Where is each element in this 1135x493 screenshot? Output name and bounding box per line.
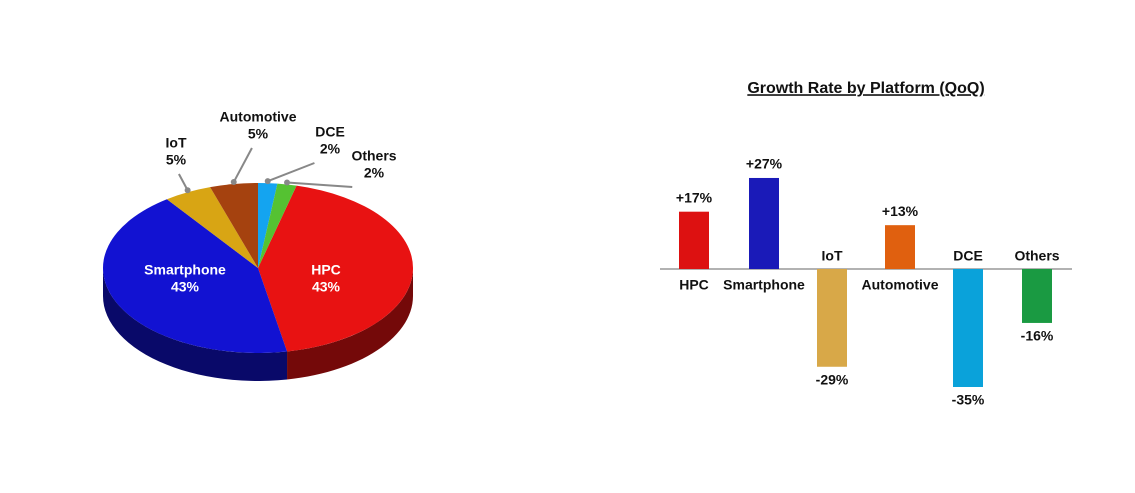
pie-slice bbox=[102, 199, 288, 353]
bar bbox=[1022, 269, 1052, 323]
slice-label: Others bbox=[351, 148, 396, 164]
slice-label: DCE bbox=[315, 124, 345, 140]
leader-line bbox=[286, 181, 353, 188]
category-label: DCE bbox=[953, 248, 983, 264]
category-label: IoT bbox=[822, 248, 843, 264]
bar bbox=[817, 269, 847, 367]
category-label: Smartphone bbox=[723, 277, 805, 293]
slice-value-label: 5% bbox=[166, 152, 187, 168]
bar-value-label: +27% bbox=[746, 156, 783, 172]
category-label: Others bbox=[1014, 248, 1059, 264]
leader-line bbox=[178, 173, 189, 191]
bar-value-label: -16% bbox=[1021, 328, 1054, 344]
pie-slice bbox=[210, 183, 258, 268]
slice-value-label: 2% bbox=[320, 141, 341, 157]
leader-line bbox=[232, 147, 253, 183]
bar-value-label: +17% bbox=[676, 189, 713, 205]
slice-label: HPC bbox=[311, 262, 341, 278]
pie-slice bbox=[166, 187, 258, 268]
bar-value-label: -29% bbox=[816, 371, 849, 387]
bar-value-label: -35% bbox=[952, 392, 985, 408]
slice-label: Smartphone bbox=[144, 262, 226, 278]
bar bbox=[679, 211, 709, 269]
slice-label: IoT bbox=[166, 135, 187, 151]
leader-dot bbox=[264, 178, 271, 185]
category-label: HPC bbox=[679, 277, 709, 293]
pie-slice bbox=[258, 185, 414, 352]
leader-dot bbox=[184, 187, 191, 194]
pie-side bbox=[103, 268, 288, 381]
leader-dot bbox=[284, 179, 291, 186]
bar bbox=[749, 177, 779, 269]
slice-value-label: 2% bbox=[364, 165, 385, 181]
leader-dot bbox=[230, 179, 237, 186]
slice-value-label: 43% bbox=[312, 279, 341, 295]
slice-value-label: 5% bbox=[248, 126, 269, 142]
bar bbox=[885, 225, 915, 269]
pie-side bbox=[287, 268, 413, 380]
leader-line bbox=[267, 162, 315, 183]
bar-chart-title: Growth Rate by Platform (QoQ) bbox=[747, 80, 984, 97]
pie-slice bbox=[258, 183, 278, 268]
category-label: Automotive bbox=[862, 277, 939, 293]
bar bbox=[953, 269, 983, 387]
bar-value-label: +13% bbox=[882, 203, 919, 219]
pie-slice bbox=[258, 183, 297, 268]
slice-value-label: 43% bbox=[171, 279, 200, 295]
slice-label: Automotive bbox=[220, 109, 297, 125]
